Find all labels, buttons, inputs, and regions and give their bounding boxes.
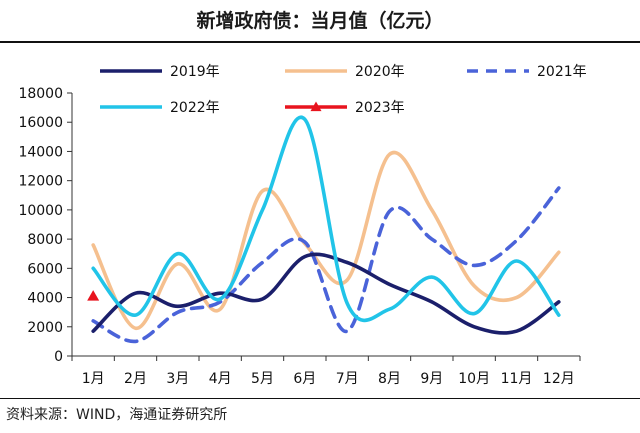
x-tick-label: 5月	[251, 371, 274, 387]
y-tick-label: 10000	[18, 203, 63, 219]
x-tick-label: 12月	[543, 371, 575, 387]
legend-item-2019年: 2019年	[100, 64, 220, 80]
y-tick-label: 8000	[27, 232, 63, 248]
legend-item-2022年: 2022年	[100, 100, 220, 116]
source-divider	[0, 398, 640, 399]
source-note: 资料来源：WIND，海通证券研究所	[6, 407, 228, 423]
x-tick-label: 8月	[378, 371, 401, 387]
legend-label: 2023年	[355, 100, 405, 116]
title-underline	[0, 41, 640, 43]
series-line-2020年	[91, 150, 561, 330]
y-tick-label: 4000	[27, 291, 63, 307]
chart-axes: 0 2000 4000 6000 8000 10000 12000 14000 16000 180…	[18, 86, 581, 387]
y-tick-label: 2000	[27, 320, 63, 336]
data-point-2023年	[87, 290, 100, 301]
chart-legend: 2019年 2020年 2021年 2022年 2023年	[100, 64, 587, 116]
legend-marker	[310, 101, 322, 112]
legend-label: 2019年	[170, 64, 220, 80]
legend-item-2021年: 2021年	[467, 64, 587, 80]
x-tick-label: 11月	[501, 371, 533, 387]
x-tick-label: 7月	[336, 371, 359, 387]
y-tick-label: 6000	[27, 261, 63, 277]
y-tick-label: 18000	[18, 86, 63, 102]
chart-title: 新增政府债：当月值（亿元）	[196, 10, 444, 32]
y-tick-label: 12000	[18, 174, 63, 190]
legend-label: 2021年	[537, 64, 587, 80]
series-line-2022年	[91, 115, 561, 323]
x-tick-label: 6月	[293, 371, 316, 387]
line-chart: 0 2000 4000 6000 8000 10000 12000 14000 16000 180…	[18, 64, 587, 387]
legend-item-2023年: 2023年	[285, 100, 405, 116]
y-tick-label: 16000	[18, 115, 63, 131]
chart-lines	[87, 115, 561, 344]
legend-label: 2020年	[355, 64, 405, 80]
x-tick-label: 9月	[420, 371, 443, 387]
legend-item-2020年: 2020年	[285, 64, 405, 80]
y-tick-label: 14000	[18, 144, 63, 160]
series-line-2019年	[91, 252, 561, 335]
x-tick-label: 1月	[82, 371, 105, 387]
series-line-2021年	[91, 186, 561, 344]
x-tick-label: 2月	[124, 371, 147, 387]
legend-label: 2022年	[170, 100, 220, 116]
x-tick-label: 10月	[458, 371, 490, 387]
x-tick-label: 4月	[209, 371, 232, 387]
y-tick-label: 0	[54, 349, 63, 365]
x-tick-label: 3月	[166, 371, 189, 387]
